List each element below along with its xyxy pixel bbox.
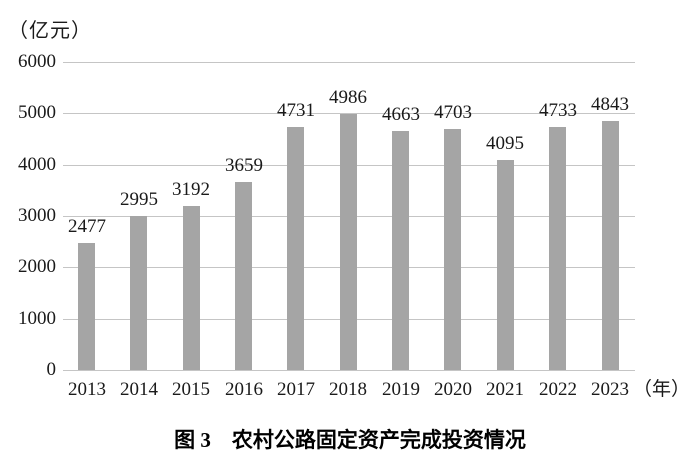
- y-tick-label-4000: 4000: [18, 154, 56, 175]
- bar-value-label-2018: 4986: [329, 87, 367, 108]
- x-tick-label-2017: 2017: [277, 379, 315, 400]
- bar-2015: [183, 206, 200, 370]
- bar-value-label-2016: 3659: [225, 155, 263, 176]
- x-axis-unit-label: （年）: [633, 379, 691, 400]
- y-axis-unit-label: （亿元）: [8, 20, 92, 42]
- bar-2019: [392, 131, 409, 370]
- bar-2016: [235, 182, 252, 370]
- bar-2021: [497, 160, 514, 370]
- x-tick-label-2016: 2016: [225, 379, 263, 400]
- bar-2013: [78, 243, 95, 370]
- y-tick-label-3000: 3000: [18, 205, 56, 226]
- gridline-0: [63, 370, 635, 371]
- y-tick-label-0: 0: [46, 359, 57, 380]
- bar-2020: [444, 129, 461, 370]
- bar-2023: [602, 121, 619, 370]
- bar-2017: [287, 127, 304, 370]
- y-tick-label-2000: 2000: [18, 256, 56, 277]
- gridline-6000: [63, 62, 635, 63]
- chart-caption: 图 3 农村公路固定资产完成投资情况: [174, 428, 526, 452]
- x-tick-label-2018: 2018: [329, 379, 367, 400]
- x-tick-label-2014: 2014: [120, 379, 158, 400]
- bar-value-label-2015: 3192: [172, 179, 210, 200]
- bar-value-label-2013: 2477: [68, 216, 106, 237]
- y-tick-label-1000: 1000: [18, 308, 56, 329]
- y-tick-label-6000: 6000: [18, 51, 56, 72]
- bar-value-label-2014: 2995: [120, 189, 158, 210]
- bar-value-label-2022: 4733: [539, 100, 577, 121]
- x-tick-label-2020: 2020: [434, 379, 472, 400]
- x-tick-label-2013: 2013: [68, 379, 106, 400]
- y-tick-label-5000: 5000: [18, 102, 56, 123]
- bar-value-label-2021: 4095: [486, 133, 524, 154]
- x-tick-label-2022: 2022: [539, 379, 577, 400]
- x-tick-label-2021: 2021: [486, 379, 524, 400]
- x-tick-label-2019: 2019: [382, 379, 420, 400]
- bar-2014: [130, 216, 147, 370]
- gridline-5000: [63, 113, 635, 114]
- bar-value-label-2020: 4703: [434, 102, 472, 123]
- bar-2018: [340, 114, 357, 370]
- bar-value-label-2017: 4731: [277, 100, 315, 121]
- x-tick-label-2015: 2015: [172, 379, 210, 400]
- bar-value-label-2023: 4843: [591, 94, 629, 115]
- bar-value-label-2019: 4663: [382, 104, 420, 125]
- x-tick-label-2023: 2023: [591, 379, 629, 400]
- bar-2022: [549, 127, 566, 370]
